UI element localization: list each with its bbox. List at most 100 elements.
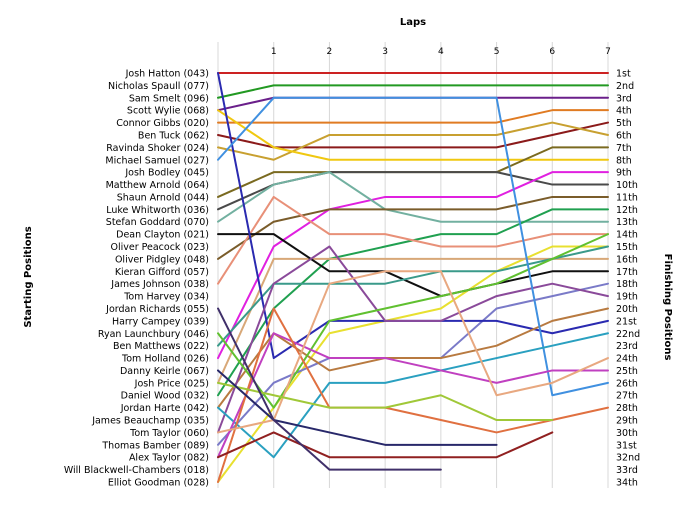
series-line-22 (217, 245, 609, 434)
driver-label: Michael Samuel (027) (105, 155, 209, 166)
driver-label: Tom Holland (026) (121, 354, 209, 365)
driver-label: Danny Keirle (067) (120, 366, 209, 377)
driver-label: Ben Tuck (062) (138, 130, 209, 141)
driver-label: Matthew Arnold (064) (106, 180, 209, 191)
finishing-position-label: 12th (616, 205, 638, 216)
finishing-position-label: 7th (616, 143, 632, 154)
finishing-position-label: 6th (616, 130, 632, 141)
finishing-position-label: 1st (616, 69, 631, 80)
finishing-position-label: 10th (616, 180, 638, 191)
series-line-23 (217, 233, 609, 409)
finishing-position-label: 5th (616, 118, 632, 129)
finishing-position-label: 16th (616, 254, 638, 265)
x-tick-label: 1 (271, 47, 277, 57)
x-tick-label: 6 (549, 47, 555, 57)
x-tick-label: 4 (438, 47, 444, 57)
finishing-position-label: 28th (616, 403, 638, 414)
series-line-14 (217, 195, 609, 285)
driver-label: Kieran Gifford (057) (115, 267, 209, 278)
driver-label: Jordan Harte (042) (120, 403, 209, 414)
finishing-position-label: 19th (616, 292, 638, 303)
driver-label: Ravinda Shoker (024) (106, 143, 209, 154)
finishing-position-label: 9th (616, 168, 632, 179)
y-axis-label-right: Finishing Positions (662, 254, 673, 361)
series-line-29 (217, 381, 554, 422)
finishing-position-label: 30th (616, 428, 638, 439)
driver-label: Tom Taylor (060) (129, 428, 209, 439)
series-line-5 (217, 121, 609, 149)
driver-label: Nicholas Spaull (077) (108, 81, 209, 92)
series-lines (217, 72, 609, 483)
series-line-16 (217, 257, 609, 384)
series-line-26 (217, 332, 609, 459)
driver-label: Josh Price (025) (134, 378, 209, 389)
x-tick-label: 7 (605, 47, 611, 57)
series-line-25 (217, 332, 609, 459)
driver-label: Harry Campey (039) (112, 316, 209, 327)
chart-title: Laps (400, 17, 426, 28)
series-line-6 (217, 121, 609, 161)
finishing-position-label: 3rd (616, 93, 632, 104)
driver-label: Oliver Pidgley (048) (115, 254, 209, 265)
finishing-position-label: 15th (616, 242, 638, 253)
driver-label: Ryan Launchbury (046) (98, 329, 209, 340)
series-line-27 (217, 307, 609, 483)
finishing-position-label: 20th (616, 304, 638, 315)
driver-label: Thomas Bamber (089) (101, 440, 209, 451)
series-line-31 (217, 431, 554, 459)
y-axis-label-left: Starting Positions (23, 226, 34, 327)
finishing-position-label: 32nd (616, 453, 640, 464)
finishing-position-label: 23rd (616, 341, 638, 352)
driver-label: Scott Wylie (068) (127, 106, 209, 117)
grid (217, 42, 609, 488)
driver-label: Oliver Peacock (023) (110, 242, 209, 253)
finishing-position-label: 27th (616, 391, 638, 402)
finishing-position-label: 4th (616, 106, 632, 117)
driver-label: Tom Harvey (034) (123, 292, 209, 303)
driver-label: Connor Gibbs (020) (116, 118, 209, 129)
finishing-position-label: 29th (616, 416, 638, 427)
finishing-position-label: 25th (616, 366, 638, 377)
finishing-position-label: 13th (616, 217, 638, 228)
series-line-7 (217, 109, 609, 161)
driver-label: Josh Hatton (043) (125, 69, 209, 80)
series-line-30 (217, 369, 498, 446)
series-line-32 (217, 307, 442, 471)
finishing-position-label: 26th (616, 378, 638, 389)
finishing-position-label: 33rd (616, 465, 638, 476)
finishing-position-label: 31st (616, 440, 637, 451)
series-line-21 (217, 307, 609, 409)
driver-label: Dean Clayton (021) (116, 230, 209, 241)
finishing-position-label: 34th (616, 478, 638, 489)
driver-label: Stefan Goddard (070) (106, 217, 209, 228)
x-tick-label: 5 (494, 47, 500, 57)
x-tick-label: 3 (382, 47, 388, 57)
driver-label: Alex Taylor (082) (129, 453, 209, 464)
finishing-position-labels: 1st2nd3rd4th5th6th7th8th9th10th11th12th1… (616, 69, 640, 489)
driver-label: James Johnson (038) (110, 279, 209, 290)
series-line-12 (217, 195, 609, 260)
driver-label: Will Blackwell-Chambers (018) (64, 465, 209, 476)
series-line-11 (217, 171, 609, 223)
series-line-4 (217, 109, 609, 124)
x-tick-label: 2 (327, 47, 333, 57)
finishing-position-label: 8th (616, 155, 632, 166)
driver-label: Sam Smelt (096) (129, 93, 209, 104)
finishing-position-label: 11th (616, 192, 638, 203)
driver-label: Ben Matthews (022) (113, 341, 209, 352)
driver-label: Josh Bodley (045) (124, 168, 209, 179)
finishing-position-label: 21st (616, 316, 637, 327)
driver-label: Daniel Wood (032) (121, 391, 209, 402)
finishing-position-label: 17th (616, 267, 638, 278)
driver-label: Shaun Arnold (044) (117, 192, 209, 203)
finishing-position-label: 18th (616, 279, 638, 290)
series-line-17 (217, 233, 609, 298)
series-line-2 (217, 84, 609, 99)
driver-label: James Beauchamp (035) (91, 416, 209, 427)
series-line-18 (217, 245, 609, 347)
finishing-position-label: 2nd (616, 81, 634, 92)
finishing-position-label: 24th (616, 354, 638, 365)
driver-label: Elliot Goodman (028) (108, 478, 209, 489)
finishing-position-label: 22nd (616, 329, 640, 340)
